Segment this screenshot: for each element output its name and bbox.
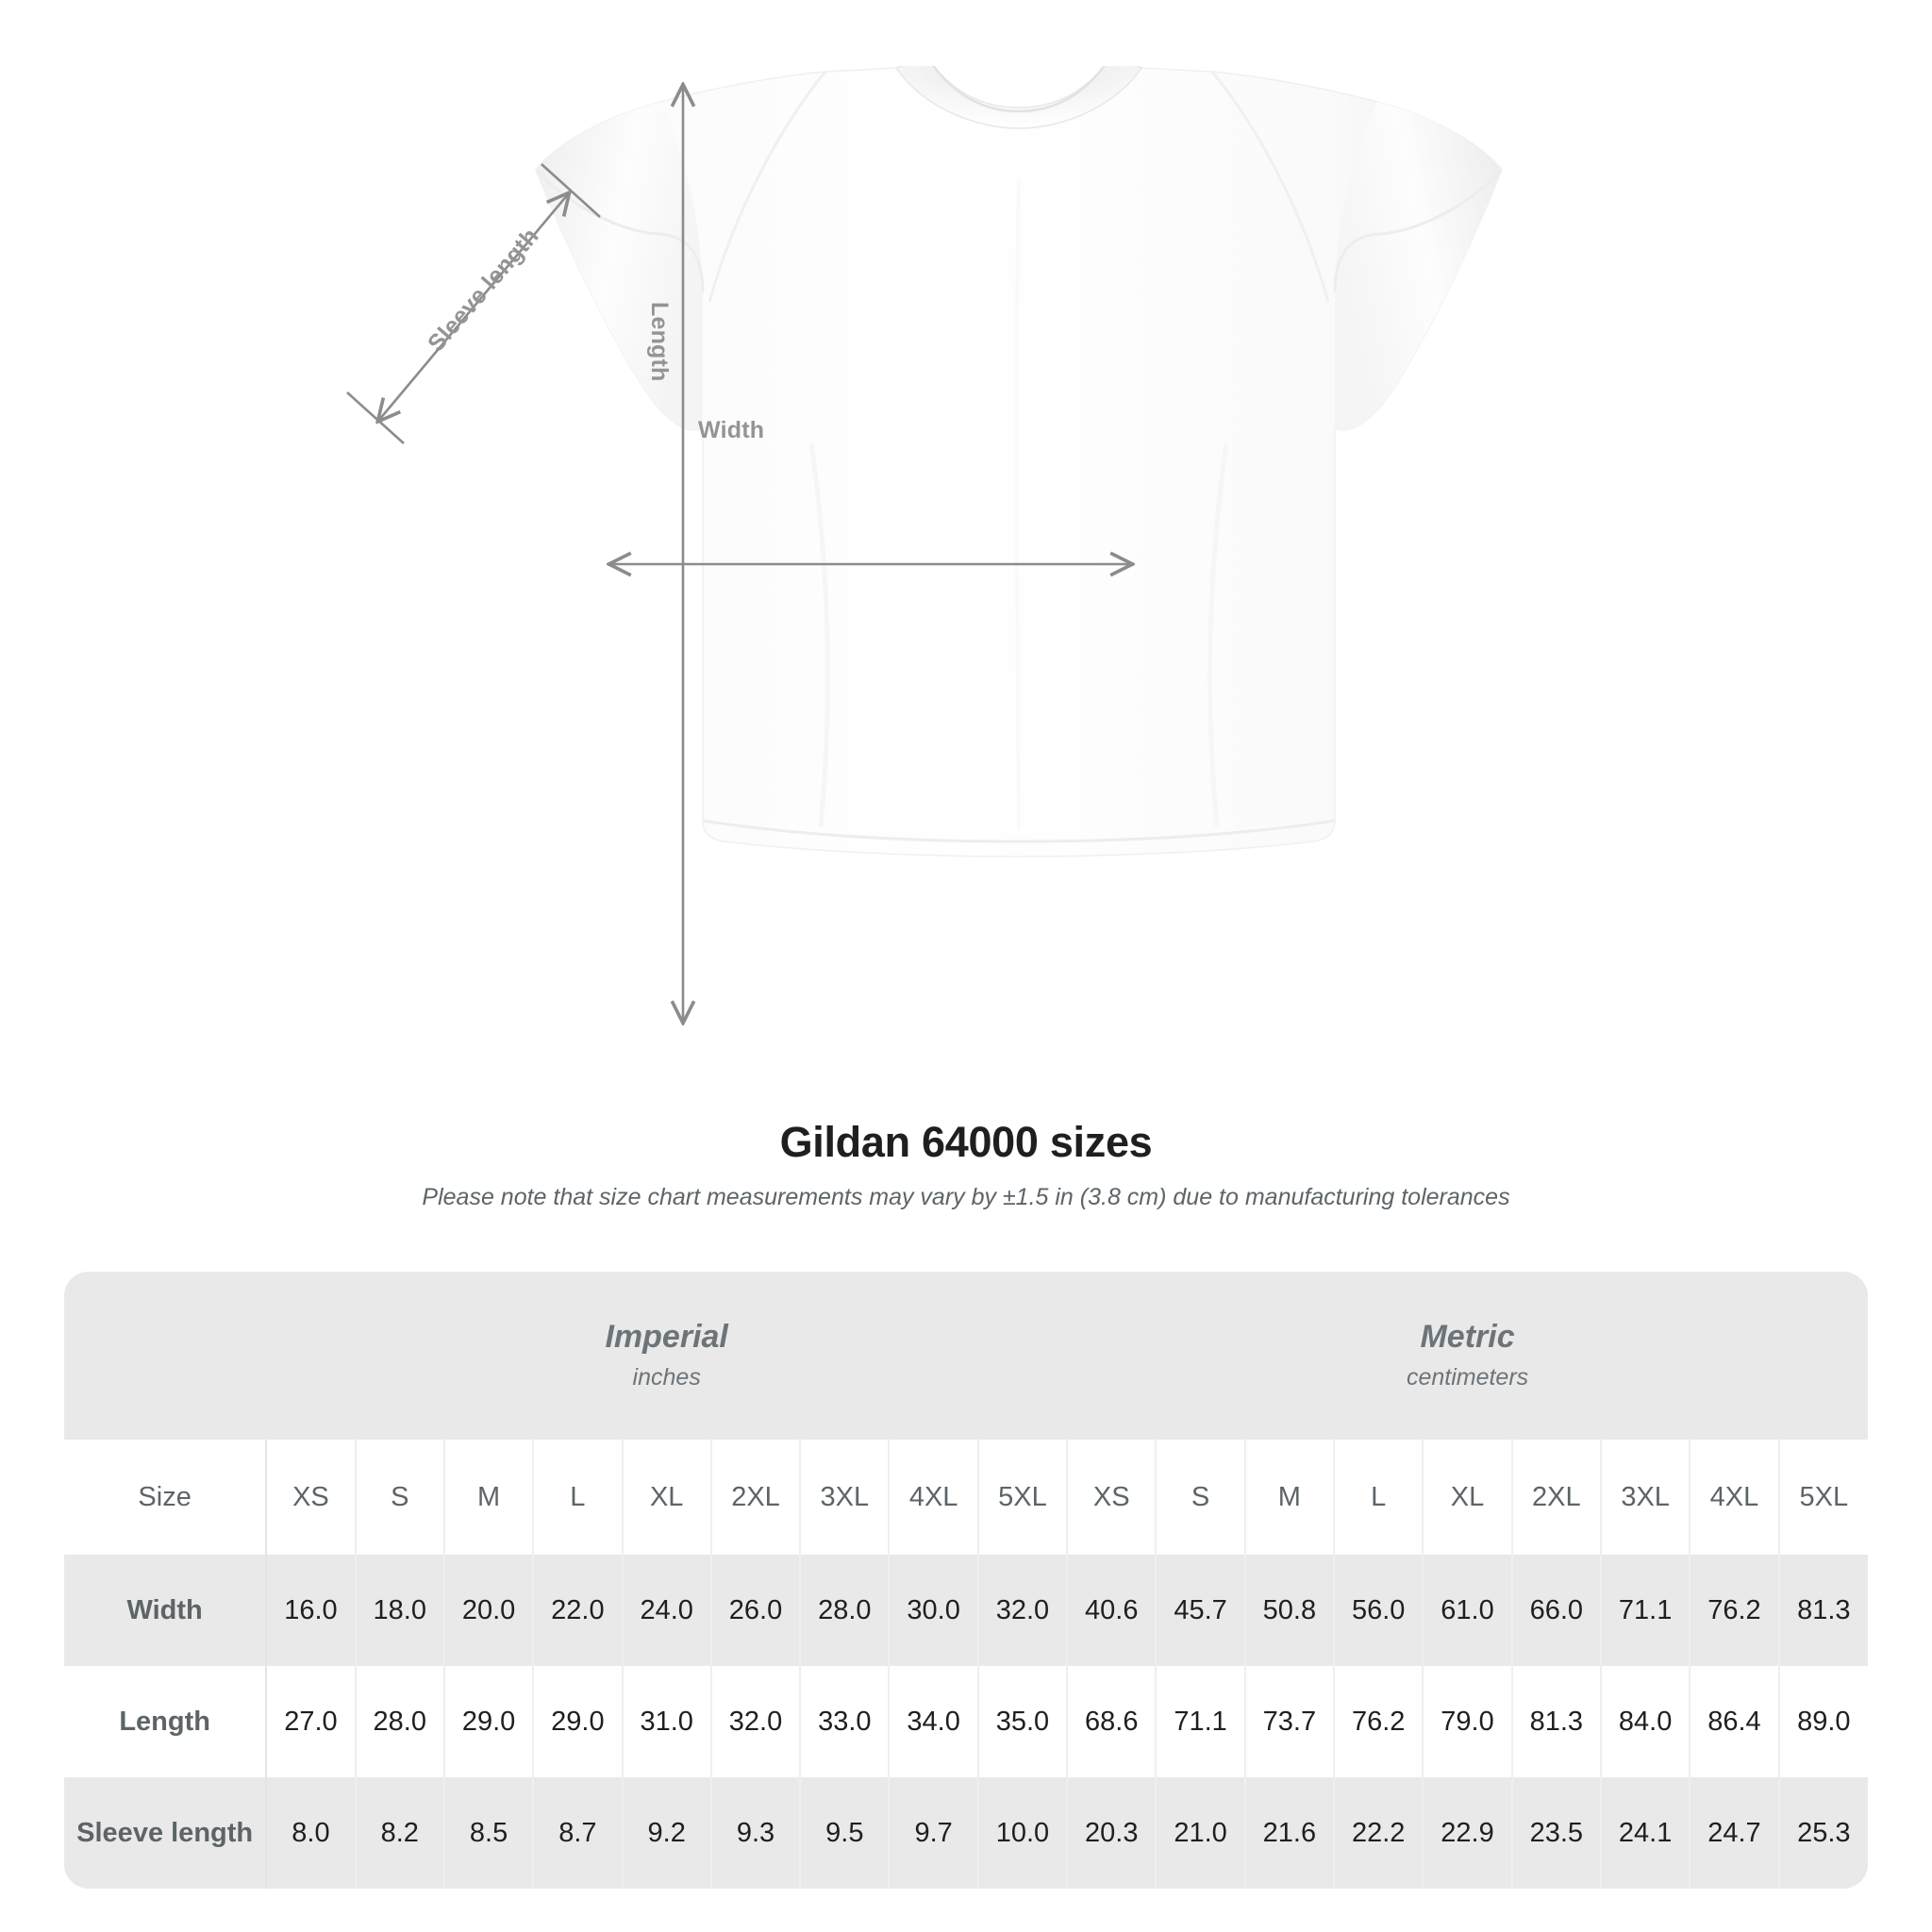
unit-sub-imperial: inches (632, 1364, 701, 1391)
cell-length-metric-3xl: 84.0 (1600, 1666, 1691, 1777)
cell-length-metric-l: 76.2 (1334, 1666, 1424, 1777)
cell-length-metric-s: 71.1 (1156, 1666, 1246, 1777)
cell-length-metric-xs: 68.6 (1066, 1666, 1158, 1777)
size-col-metric-s: S (1156, 1440, 1246, 1555)
cell-sleeve-metric-xl: 22.9 (1423, 1777, 1513, 1889)
cell-width-imperial-xl: 24.0 (622, 1555, 712, 1666)
size-col-imperial-3xl: 3XL (800, 1440, 891, 1555)
unit-sub-metric: centimeters (1406, 1364, 1529, 1391)
cell-width-imperial-l: 22.0 (533, 1555, 624, 1666)
cell-width-metric-m: 50.8 (1244, 1555, 1336, 1666)
cell-width-metric-l: 56.0 (1334, 1555, 1424, 1666)
cell-sleeve-metric-l: 22.2 (1334, 1777, 1424, 1889)
size-col-metric-xs: XS (1066, 1440, 1158, 1555)
cell-sleeve-imperial-l: 8.7 (533, 1777, 624, 1889)
size-col-metric-xl: XL (1423, 1440, 1513, 1555)
cell-sleeve-imperial-4xl: 9.7 (889, 1777, 979, 1889)
size-col-imperial-xl: XL (622, 1440, 712, 1555)
chart-title-block: Gildan 64000 sizes Please note that size… (0, 1118, 1932, 1211)
size-col-imperial-4xl: 4XL (889, 1440, 979, 1555)
unit-name-imperial: Imperial (605, 1318, 728, 1355)
size-col-metric-2xl: 2XL (1511, 1440, 1602, 1555)
size-header-label: Size (64, 1440, 268, 1555)
size-col-metric-5xl: 5XL (1778, 1440, 1868, 1555)
cell-sleeve-metric-m: 21.6 (1244, 1777, 1336, 1889)
tshirt-graphic (406, 66, 1528, 1066)
cell-width-metric-3xl: 71.1 (1600, 1555, 1691, 1666)
cell-sleeve-imperial-m: 8.5 (443, 1777, 535, 1889)
cell-sleeve-metric-2xl: 23.5 (1511, 1777, 1602, 1889)
cell-sleeve-metric-3xl: 24.1 (1600, 1777, 1691, 1889)
cell-width-imperial-xs: 16.0 (266, 1555, 357, 1666)
size-col-imperial-2xl: 2XL (710, 1440, 802, 1555)
size-table: Imperial inches Metric centimeters Size … (64, 1272, 1868, 1889)
cell-length-imperial-xl: 31.0 (622, 1666, 712, 1777)
cell-width-metric-5xl: 81.3 (1778, 1555, 1868, 1666)
size-col-imperial-l: L (533, 1440, 624, 1555)
size-col-metric-4xl: 4XL (1690, 1440, 1780, 1555)
cell-width-metric-4xl: 76.2 (1690, 1555, 1780, 1666)
size-header-row: Size XS S M L XL 2XL 3XL 4XL 5XL XS S M … (64, 1440, 1868, 1555)
cell-sleeve-metric-5xl: 25.3 (1778, 1777, 1868, 1889)
cell-length-imperial-3xl: 33.0 (800, 1666, 891, 1777)
tolerance-note: Please note that size chart measurements… (422, 1184, 1510, 1210)
cell-length-imperial-5xl: 35.0 (977, 1666, 1069, 1777)
cell-sleeve-metric-4xl: 24.7 (1690, 1777, 1780, 1889)
cell-sleeve-metric-xs: 20.3 (1066, 1777, 1158, 1889)
cell-sleeve-metric-s: 21.0 (1156, 1777, 1246, 1889)
cell-width-imperial-5xl: 32.0 (977, 1555, 1069, 1666)
size-col-imperial-xs: XS (266, 1440, 357, 1555)
tshirt-stage: Length Width Sleeve length (346, 66, 1528, 1066)
cell-width-metric-xl: 61.0 (1423, 1555, 1513, 1666)
cell-width-imperial-m: 20.0 (443, 1555, 535, 1666)
size-table-container: Imperial inches Metric centimeters Size … (64, 1272, 1868, 1889)
cell-sleeve-imperial-5xl: 10.0 (977, 1777, 1069, 1889)
cell-length-metric-4xl: 86.4 (1690, 1666, 1780, 1777)
size-col-metric-3xl: 3XL (1600, 1440, 1691, 1555)
size-col-imperial-5xl: 5XL (977, 1440, 1069, 1555)
cell-length-imperial-xs: 27.0 (266, 1666, 357, 1777)
size-col-metric-l: L (1334, 1440, 1424, 1555)
cell-width-imperial-3xl: 28.0 (800, 1555, 891, 1666)
cell-length-imperial-4xl: 34.0 (889, 1666, 979, 1777)
cell-width-imperial-4xl: 30.0 (889, 1555, 979, 1666)
unit-group-metric: Metric centimeters (1067, 1272, 1868, 1440)
cell-length-metric-xl: 79.0 (1423, 1666, 1513, 1777)
cell-length-metric-m: 73.7 (1244, 1666, 1336, 1777)
size-col-imperial-s: S (355, 1440, 445, 1555)
row-label-sleeve-length: Sleeve length (64, 1777, 268, 1889)
cell-width-imperial-s: 18.0 (355, 1555, 445, 1666)
cell-sleeve-imperial-2xl: 9.3 (710, 1777, 802, 1889)
cell-length-imperial-2xl: 32.0 (710, 1666, 802, 1777)
cell-sleeve-imperial-3xl: 9.5 (800, 1777, 891, 1889)
size-col-imperial-m: M (443, 1440, 535, 1555)
unit-group-imperial: Imperial inches (266, 1272, 1068, 1440)
cell-width-imperial-2xl: 26.0 (710, 1555, 802, 1666)
cell-sleeve-imperial-xs: 8.0 (266, 1777, 357, 1889)
table-row-width: Width 16.0 18.0 20.0 22.0 24.0 26.0 28.0… (64, 1555, 1868, 1666)
cell-length-metric-5xl: 89.0 (1778, 1666, 1868, 1777)
page-title: Gildan 64000 sizes (779, 1118, 1153, 1166)
unit-header-row: Imperial inches Metric centimeters (64, 1272, 1868, 1440)
row-label-width: Width (64, 1555, 268, 1666)
cell-length-imperial-s: 28.0 (355, 1666, 445, 1777)
cell-width-metric-2xl: 66.0 (1511, 1555, 1602, 1666)
cell-length-imperial-l: 29.0 (533, 1666, 624, 1777)
table-row-sleeve-length: Sleeve length 8.0 8.2 8.5 8.7 9.2 9.3 9.… (64, 1777, 1868, 1889)
cell-sleeve-imperial-s: 8.2 (355, 1777, 445, 1889)
cell-sleeve-imperial-xl: 9.2 (622, 1777, 712, 1889)
row-label-length: Length (64, 1666, 268, 1777)
cell-length-metric-2xl: 81.3 (1511, 1666, 1602, 1777)
size-col-metric-m: M (1244, 1440, 1336, 1555)
unit-row-spacer (64, 1272, 267, 1440)
cell-width-metric-xs: 40.6 (1066, 1555, 1158, 1666)
table-row-length: Length 27.0 28.0 29.0 29.0 31.0 32.0 33.… (64, 1666, 1868, 1777)
cell-width-metric-s: 45.7 (1156, 1555, 1246, 1666)
cell-length-imperial-m: 29.0 (443, 1666, 535, 1777)
unit-name-metric: Metric (1420, 1318, 1515, 1355)
tshirt-illustration: Length Width Sleeve length (346, 66, 1528, 1066)
